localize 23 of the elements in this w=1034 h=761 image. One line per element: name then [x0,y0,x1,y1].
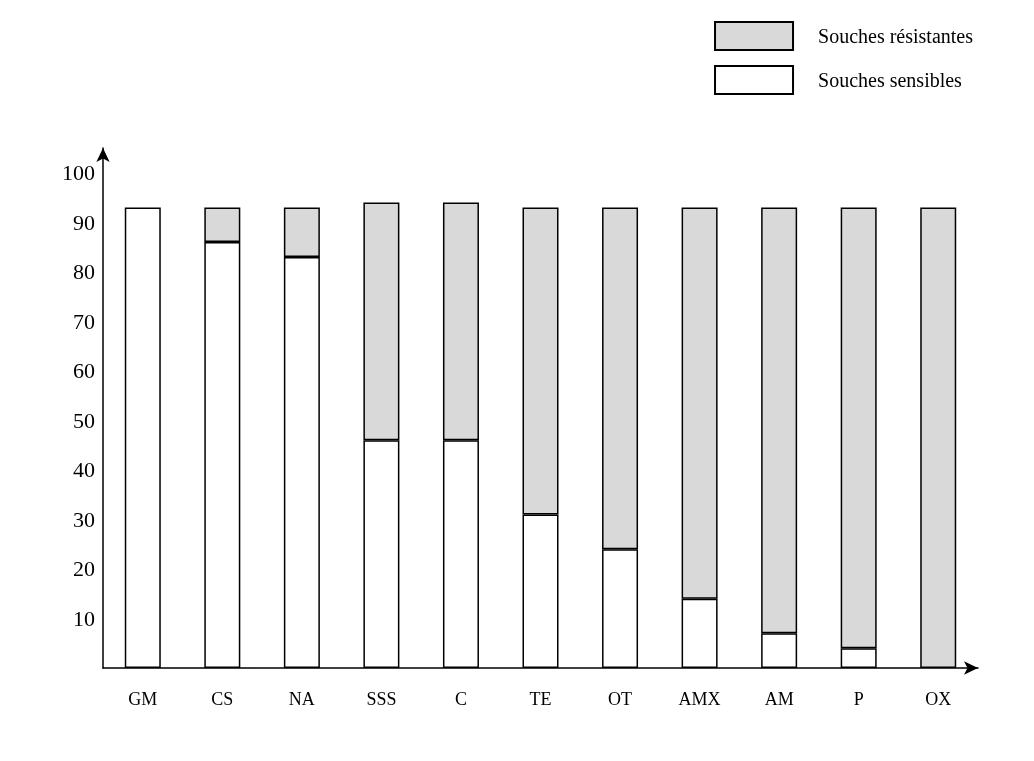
y-tick-label: 30 [73,506,95,532]
legend-label: Souches résistantes [818,25,974,47]
y-tick-label: 70 [73,308,95,334]
y-tick-label: 10 [73,605,95,631]
y-tick-label: 80 [73,259,95,285]
x-tick-label: P [853,689,864,709]
x-tick-label: CS [211,689,234,709]
x-tick-label: C [454,689,467,709]
y-tick-label: 100 [62,160,95,186]
x-tick-label: SSS [366,689,397,709]
legend-label: Souches sensibles [818,69,963,91]
y-tick-label: 90 [73,209,95,235]
y-tick-label: 60 [73,358,95,384]
x-tick-label: AMX [678,689,721,709]
y-tick-label: 40 [73,457,95,483]
x-tick-label: OX [925,689,952,709]
x-tick-label: NA [288,689,315,709]
x-tick-label: OT [608,689,633,709]
x-tick-label: TE [529,689,552,709]
y-tick-label: 20 [73,556,95,582]
x-tick-label: AM [764,689,794,709]
y-tick-label: 50 [73,407,95,433]
x-tick-label: GM [128,689,158,709]
